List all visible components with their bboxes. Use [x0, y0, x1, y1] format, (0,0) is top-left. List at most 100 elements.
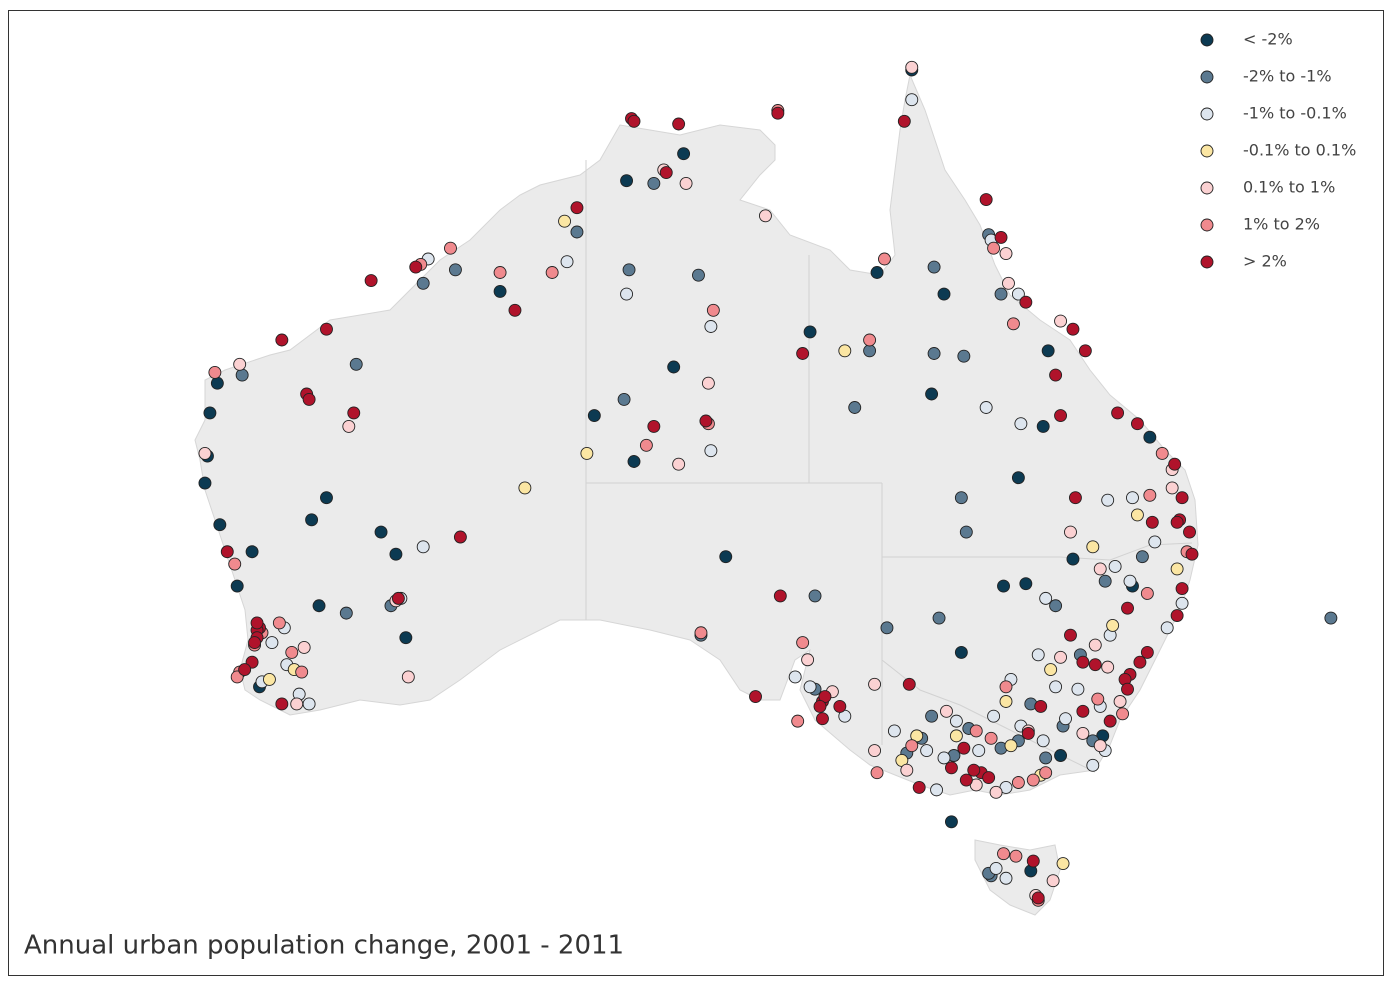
town-point [677, 147, 691, 161]
mainland [194, 73, 1199, 796]
town-point [228, 557, 242, 571]
town-point [957, 741, 971, 755]
town-point [997, 847, 1010, 861]
town-point [1031, 648, 1045, 662]
town-point [1123, 574, 1137, 588]
town-point [944, 761, 958, 775]
town-point [1014, 417, 1028, 431]
town-point [416, 540, 430, 554]
town-point [1006, 317, 1020, 331]
town-point [1039, 751, 1053, 765]
town-point [1183, 525, 1196, 539]
town-point [801, 653, 815, 667]
town-point [704, 444, 718, 458]
town-point [1076, 655, 1090, 669]
town-point [1078, 344, 1092, 358]
town-point [1140, 645, 1154, 659]
legend-marker [1200, 33, 1214, 47]
town-point [1091, 692, 1105, 706]
town-point [580, 446, 594, 460]
town-point [1054, 409, 1068, 423]
town-point [863, 344, 877, 358]
town-point [1039, 766, 1053, 780]
town-point [1021, 726, 1035, 740]
town-point [1034, 699, 1048, 713]
town-point [349, 357, 363, 371]
town-point [954, 645, 968, 659]
town-point [994, 230, 1008, 244]
town-point [302, 392, 316, 406]
town-point [1068, 491, 1082, 505]
town-point [704, 320, 718, 333]
town-point [937, 751, 951, 765]
town-point [959, 525, 973, 539]
town-point [1056, 857, 1070, 870]
town-point [444, 241, 457, 255]
town-point [1126, 491, 1139, 505]
town-point [275, 697, 289, 711]
town-point [518, 481, 532, 495]
town-point [275, 333, 289, 347]
town-point [868, 744, 882, 758]
town-point [1066, 322, 1080, 336]
town-point [692, 268, 705, 282]
town-point [878, 252, 891, 266]
town-point [1140, 587, 1154, 600]
legend-label: -1% to -0.1% [1243, 104, 1347, 123]
town-point [771, 106, 785, 120]
town-point [1031, 891, 1045, 905]
town-point [230, 579, 244, 593]
town-point [295, 665, 309, 679]
town-point [870, 766, 884, 780]
town-point [969, 724, 983, 738]
town-point [1175, 596, 1189, 610]
town-point [391, 591, 405, 605]
town-point [999, 680, 1013, 694]
town-point [320, 491, 333, 505]
town-point [1036, 419, 1050, 433]
town-point [339, 606, 353, 620]
town-point [1106, 618, 1120, 632]
town-point [587, 409, 601, 423]
town-point [982, 771, 996, 785]
town-point [1064, 628, 1077, 642]
town-point [1019, 577, 1033, 591]
town-point [213, 518, 227, 532]
town-point [1130, 417, 1144, 431]
town-point [245, 545, 259, 559]
town-point [1011, 776, 1025, 789]
town-point [912, 780, 926, 794]
town-point [1009, 849, 1023, 863]
town-point [364, 274, 378, 288]
town-point [808, 589, 822, 603]
town-point [959, 773, 973, 787]
map-title: Annual urban population change, 2001 - 2… [24, 931, 624, 961]
town-point [545, 266, 559, 279]
town-point [1170, 609, 1184, 623]
state-border [882, 542, 1193, 561]
town-point [1145, 515, 1159, 529]
town-point [1019, 295, 1033, 309]
town-point [1049, 680, 1063, 694]
town-point [932, 611, 946, 625]
town-point [1039, 591, 1053, 605]
town-point [1002, 276, 1015, 290]
town-point [972, 744, 986, 758]
town-point [647, 176, 661, 190]
town-point [1116, 707, 1130, 721]
town-point [416, 276, 430, 290]
town-point [1044, 663, 1058, 677]
town-point [639, 438, 653, 452]
town-point [838, 344, 852, 358]
town-point [570, 201, 584, 215]
town-point [1086, 540, 1100, 554]
legend-label: 1% to 2% [1243, 215, 1320, 234]
town-point [1170, 515, 1184, 529]
town-point [870, 266, 884, 279]
town-point [994, 287, 1008, 301]
town-point [248, 636, 262, 650]
town-point [1011, 287, 1025, 301]
town-point [238, 663, 252, 677]
town-point [1121, 601, 1134, 615]
town-point [235, 368, 249, 382]
